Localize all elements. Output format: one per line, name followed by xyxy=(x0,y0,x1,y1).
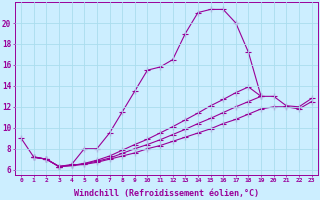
X-axis label: Windchill (Refroidissement éolien,°C): Windchill (Refroidissement éolien,°C) xyxy=(74,189,259,198)
